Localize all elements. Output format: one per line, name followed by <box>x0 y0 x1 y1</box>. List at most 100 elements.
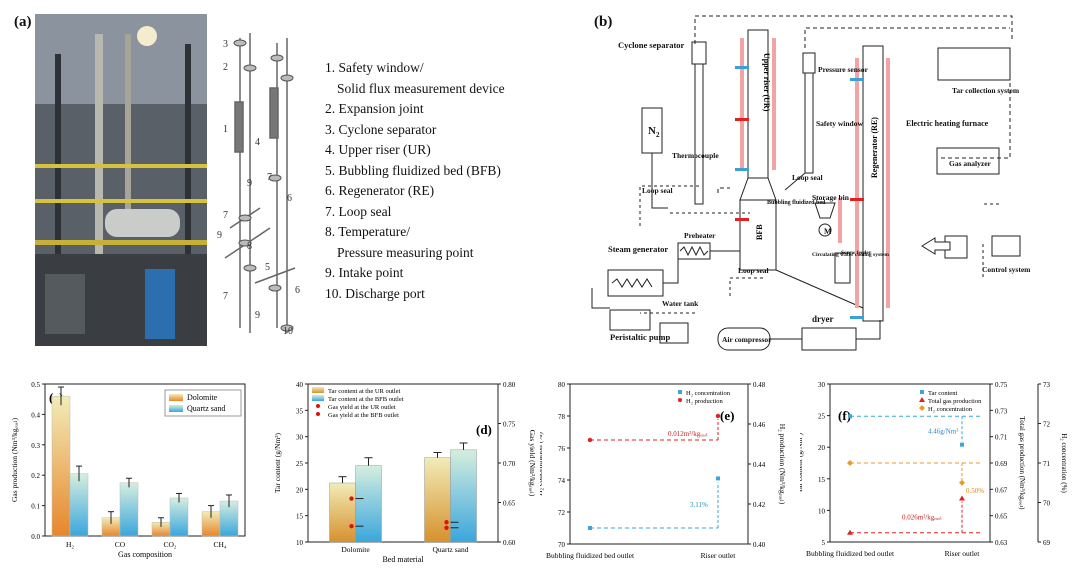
peristaltic-pump-box <box>609 309 651 331</box>
y3-tick-label: 69 <box>1043 539 1051 547</box>
furnace-heater <box>838 198 842 243</box>
legend-label: Tar content at the BFB outlet <box>328 396 404 403</box>
callout-9c: 9 <box>255 310 260 321</box>
thermocouple-label: Thermocouple <box>672 151 719 160</box>
cyclone-downcomer <box>694 63 704 205</box>
y2-tick-label: 0.46 <box>753 421 766 429</box>
legend-item: 2. Expansion joint <box>325 101 424 116</box>
y2-tick-label: 0.65 <box>503 500 516 508</box>
water-tank-label: Water tank <box>662 299 699 308</box>
pressure-sensor-label: Pressure sensor <box>818 65 869 74</box>
cyclone-label: Cyclone separator <box>618 40 685 50</box>
gas-analyzer-box <box>936 147 1000 175</box>
y-axis-label: Gas production (Nm³/kgₑᵤₑₗ) <box>10 417 19 502</box>
thermocouple-mark <box>735 118 749 121</box>
legend-marker <box>919 405 925 411</box>
data-point <box>847 460 853 466</box>
motor-label: M <box>824 227 832 236</box>
y2-tick-label: 0.73 <box>995 407 1008 415</box>
y-axis-label: Tar content (g/Nm³) <box>273 432 282 493</box>
upper-riser-label: Upper riser (UR) <box>762 53 771 112</box>
chart-f-tar-gas: (f) 5 10 15 20 25 30 Tar content (g/Nm³) 0.63 0.6… <box>800 381 1068 558</box>
legend-label: Total gas production <box>928 398 982 405</box>
flange-shape <box>280 74 294 82</box>
data-point <box>588 526 592 530</box>
pressure-sensor-mark <box>850 316 864 319</box>
data-point <box>349 496 354 501</box>
callout-7c: 7 <box>223 291 228 302</box>
callout-1: 1 <box>223 124 228 135</box>
pressure-sensor-mark <box>735 168 749 171</box>
legend-label: Tar content <box>928 390 958 397</box>
flange-shape <box>238 214 252 222</box>
legend-label: H₂ concentration <box>686 390 731 397</box>
y2-tick-label: 0.65 <box>995 513 1008 521</box>
pipe-line <box>784 172 806 191</box>
bar <box>119 482 139 537</box>
preheater-coil <box>679 245 709 257</box>
legend-item: Pressure measuring point <box>337 244 474 260</box>
callout-9b: 9 <box>217 230 222 241</box>
y-tick-label: 5 <box>822 539 826 547</box>
control-line <box>804 27 1010 48</box>
y-tick-label: 0.5 <box>31 381 40 389</box>
data-point <box>959 479 965 486</box>
legend-marker <box>919 397 925 402</box>
safety-window-shape <box>269 87 279 139</box>
dryer-box <box>801 327 857 351</box>
legend-item: Solid flux measurement device <box>337 80 505 96</box>
legend-swatch <box>169 405 183 412</box>
furnace-heater <box>772 38 776 170</box>
y-axis-label: Tar content (g/Nm³) <box>800 432 804 493</box>
legend-label: Quartz sand <box>187 404 225 413</box>
regenerator-tube <box>862 45 884 322</box>
data-point <box>716 476 720 481</box>
x-tick-label: Bubbling fluidized bed outlet <box>806 549 895 558</box>
y2-tick-label: 0.71 <box>995 434 1008 442</box>
y-tick-label: 72 <box>558 509 566 517</box>
pipe-line <box>591 288 610 309</box>
y-tick-label: 74 <box>558 477 566 485</box>
data-point <box>349 524 354 529</box>
data-point <box>960 442 964 447</box>
y2-tick-label: 0.75 <box>503 421 516 429</box>
control-line <box>694 15 1013 44</box>
y2-tick-label: 0.40 <box>753 541 766 549</box>
callout-3: 3 <box>223 39 228 50</box>
legend-label: Dolomite <box>187 393 218 402</box>
flange-shape <box>238 239 252 247</box>
legend-item: 3. Cyclone separator <box>325 121 437 137</box>
x-tick-label: Quartz sand <box>432 545 468 554</box>
flange-shape <box>233 39 247 47</box>
data-point <box>715 413 721 419</box>
panel-tag: (f) <box>838 408 851 423</box>
legend-item: 1. Safety window/ <box>325 60 424 75</box>
y2-tick-label: 0.69 <box>995 460 1008 468</box>
x-tick-label: Riser outlet <box>701 551 737 560</box>
furnace-heater <box>855 58 859 308</box>
control-line <box>717 187 730 193</box>
annotation: 0.026m³/kgₑᵤₑₗ <box>902 514 942 522</box>
x-tick-label: CH₄ <box>213 540 226 549</box>
pipe-line <box>651 153 668 209</box>
data-point <box>444 525 449 530</box>
furnace-heater <box>740 38 744 170</box>
legend-label: Tar content at the UR outlet <box>328 388 400 395</box>
y-tick-label: 78 <box>558 413 566 421</box>
y-tick-label: 30 <box>818 381 826 389</box>
y-tick-label: 10 <box>296 539 304 547</box>
circulating-water-label: Circulating water cooling system <box>812 252 889 258</box>
riser-transition <box>739 177 777 201</box>
bfb-vessel <box>739 199 777 271</box>
legend-swatch <box>312 395 324 401</box>
y-tick-label: 20 <box>818 444 826 452</box>
loop-seal-label-2: Loop seal <box>792 173 823 182</box>
peristaltic-pump-label: Peristaltic pump <box>610 332 670 342</box>
steam-coil <box>611 278 653 288</box>
legend-marker <box>920 390 924 394</box>
callout-6b: 6 <box>295 285 300 296</box>
control-line <box>639 185 700 226</box>
y2-tick-label: 0.44 <box>753 461 766 469</box>
annotation: 0.012m³/kgₑᵤₑₗ <box>668 430 708 438</box>
y2-tick-label: 0.63 <box>995 539 1008 547</box>
